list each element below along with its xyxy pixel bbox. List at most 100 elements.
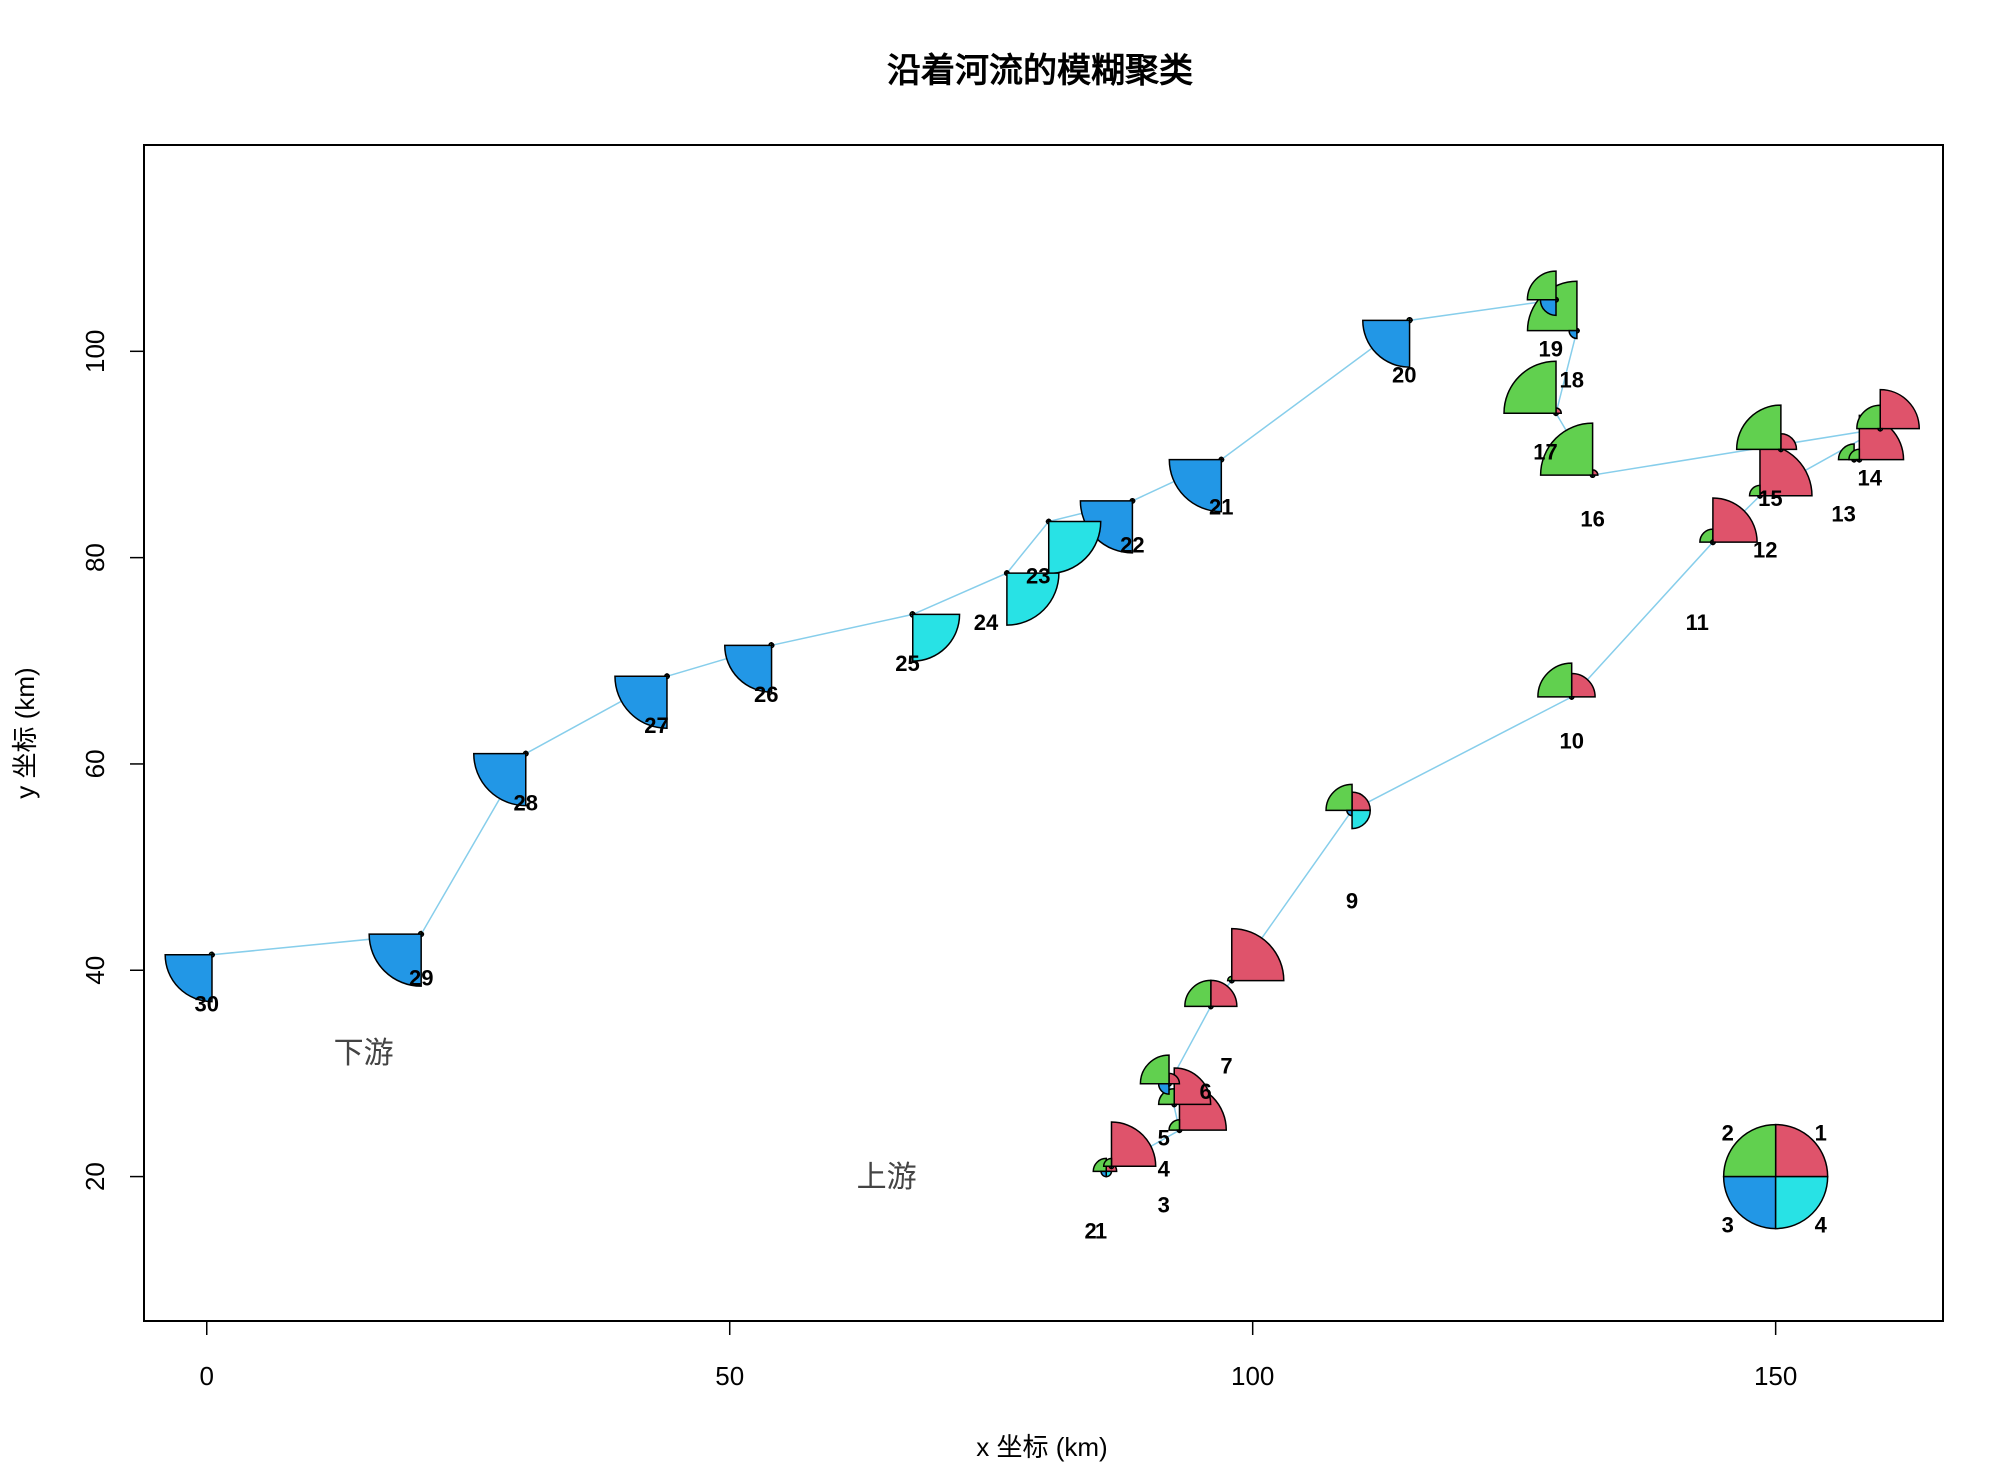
glyph-5-segment-1 bbox=[1173, 1067, 1212, 1106]
glyph-23-segment-4 bbox=[1047, 520, 1102, 575]
glyph-10-segment-4 bbox=[1570, 696, 1575, 700]
glyph-8-segment-2 bbox=[1226, 975, 1233, 982]
x-tick-label-50: 50 bbox=[715, 1361, 744, 1391]
point-label-30: 30 bbox=[195, 992, 219, 1017]
glyph-16-segment-2 bbox=[1539, 422, 1594, 476]
glyph-14-segment-2 bbox=[1848, 448, 1861, 461]
glyph-21-segment-3 bbox=[1168, 458, 1223, 513]
annotation-1: 下游 bbox=[334, 1036, 394, 1071]
point-label-25: 25 bbox=[895, 651, 919, 676]
glyph-22-segment-4 bbox=[1131, 500, 1136, 504]
glyph-28-segment-4 bbox=[525, 752, 529, 757]
key-segment-4 bbox=[1774, 1175, 1829, 1230]
point-label-12: 12 bbox=[1753, 538, 1777, 563]
y-tick-label-40: 40 bbox=[80, 956, 110, 985]
point-label-6: 6 bbox=[1199, 1079, 1211, 1104]
point-label-11: 11 bbox=[1686, 610, 1709, 635]
point-label-23: 23 bbox=[1026, 563, 1050, 588]
point-label-24: 24 bbox=[974, 610, 999, 635]
y-tick-label-60: 60 bbox=[80, 749, 110, 778]
glyph-3-segment-4 bbox=[1110, 1165, 1115, 1170]
glyph-30-segment-3 bbox=[164, 954, 213, 1003]
glyph-30-segment-4 bbox=[211, 954, 215, 958]
glyph-10-segment-2 bbox=[1537, 662, 1573, 698]
glyph-19-segment-2 bbox=[1526, 270, 1557, 301]
point-label-15: 15 bbox=[1758, 486, 1782, 511]
glyph-18-segment-4 bbox=[1576, 329, 1580, 334]
point-label-5: 5 bbox=[1158, 1126, 1170, 1151]
key-segment-1 bbox=[1774, 1123, 1829, 1178]
point-label-10: 10 bbox=[1559, 729, 1583, 754]
glyph-14b-segment-1 bbox=[1879, 388, 1920, 430]
glyph-17-segment-4 bbox=[1555, 412, 1559, 417]
point-label-26: 26 bbox=[754, 682, 778, 707]
glyph-14-segment-4 bbox=[1858, 458, 1863, 463]
point-label-17: 17 bbox=[1533, 440, 1557, 465]
glyph-9-segment-1 bbox=[1351, 791, 1372, 812]
point-label-21: 21 bbox=[1209, 494, 1233, 519]
glyph-5 bbox=[1157, 1067, 1212, 1108]
point-label-2: 2 bbox=[1084, 1219, 1096, 1244]
glyph-9 bbox=[1325, 783, 1372, 830]
glyph-17-segment-1 bbox=[1555, 407, 1562, 414]
glyph-9-segment-3 bbox=[1346, 809, 1353, 817]
river-path bbox=[211, 298, 1881, 1173]
glyph-19-segment-4 bbox=[1555, 298, 1559, 303]
glyph-26-segment-4 bbox=[770, 644, 775, 649]
glyph-25 bbox=[909, 611, 961, 662]
cluster-key: 1 2 3 4 bbox=[1722, 1121, 1829, 1238]
glyph-15 bbox=[1748, 442, 1813, 499]
glyph-16-segment-1 bbox=[1591, 469, 1599, 476]
point-label-9: 9 bbox=[1346, 888, 1358, 913]
glyph-4-segment-2 bbox=[1168, 1119, 1181, 1131]
point-label-3: 3 bbox=[1158, 1193, 1170, 1218]
glyph-21-segment-4 bbox=[1220, 458, 1225, 463]
point-label-18: 18 bbox=[1559, 367, 1583, 392]
x-tick-label-0: 0 bbox=[200, 1361, 214, 1391]
glyph-8 bbox=[1226, 927, 1285, 984]
membership-glyphs bbox=[164, 270, 1920, 1178]
glyph-6 bbox=[1139, 1054, 1181, 1095]
glyph-7 bbox=[1184, 979, 1238, 1010]
glyph-2-segment-4 bbox=[1105, 1170, 1113, 1178]
y-axis: 20 40 60 80 100 bbox=[80, 330, 145, 1191]
glyph-17 bbox=[1503, 360, 1562, 417]
glyph-23 bbox=[1045, 518, 1102, 575]
key-label-3: 3 bbox=[1722, 1213, 1734, 1238]
river-line bbox=[211, 298, 1881, 1173]
glyph-28 bbox=[473, 750, 529, 807]
glyph-19-segment-3 bbox=[1539, 298, 1557, 317]
glyph-24 bbox=[1003, 570, 1060, 626]
key-label-1: 1 bbox=[1815, 1121, 1827, 1146]
key-label-4: 4 bbox=[1815, 1213, 1828, 1238]
glyph-2-segment-3 bbox=[1100, 1170, 1108, 1178]
glyph-29-segment-3 bbox=[368, 933, 422, 987]
key-label-2: 2 bbox=[1722, 1121, 1734, 1146]
glyph-12 bbox=[1709, 497, 1758, 546]
glyph-5-segment-2 bbox=[1157, 1088, 1175, 1106]
glyph-21 bbox=[1168, 456, 1225, 513]
glyph-9-segment-4 bbox=[1351, 809, 1372, 830]
x-axis: 0 50 100 150 bbox=[200, 1320, 1797, 1391]
glyph-3-segment-2 bbox=[1102, 1157, 1113, 1168]
point-label-4: 4 bbox=[1158, 1157, 1171, 1182]
glyph-25-segment-4 bbox=[912, 613, 961, 662]
glyph-14b-segment-2 bbox=[1856, 404, 1881, 430]
point-label-29: 29 bbox=[409, 966, 433, 991]
glyph-15b-segment-4 bbox=[1780, 448, 1784, 453]
glyph-19 bbox=[1526, 270, 1559, 317]
glyph-10 bbox=[1537, 662, 1596, 700]
glyph-8-segment-1 bbox=[1231, 927, 1285, 982]
y-axis-label: y 坐标 (km) bbox=[10, 667, 40, 798]
y-tick-label-80: 80 bbox=[80, 543, 110, 572]
glyph-30 bbox=[164, 951, 215, 1003]
x-axis-label: x 坐标 (km) bbox=[976, 1432, 1107, 1462]
y-tick-label-20: 20 bbox=[80, 1162, 110, 1191]
glyph-7-segment-2 bbox=[1184, 979, 1212, 1008]
glyph-16-segment-4 bbox=[1591, 474, 1596, 479]
glyph-27-segment-3 bbox=[614, 675, 668, 730]
glyph-29 bbox=[368, 930, 425, 987]
glyph-20 bbox=[1362, 317, 1413, 368]
